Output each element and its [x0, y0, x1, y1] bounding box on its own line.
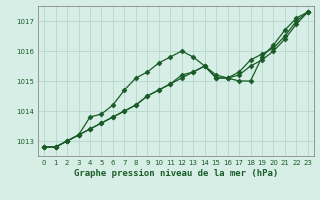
X-axis label: Graphe pression niveau de la mer (hPa): Graphe pression niveau de la mer (hPa) [74, 169, 278, 178]
